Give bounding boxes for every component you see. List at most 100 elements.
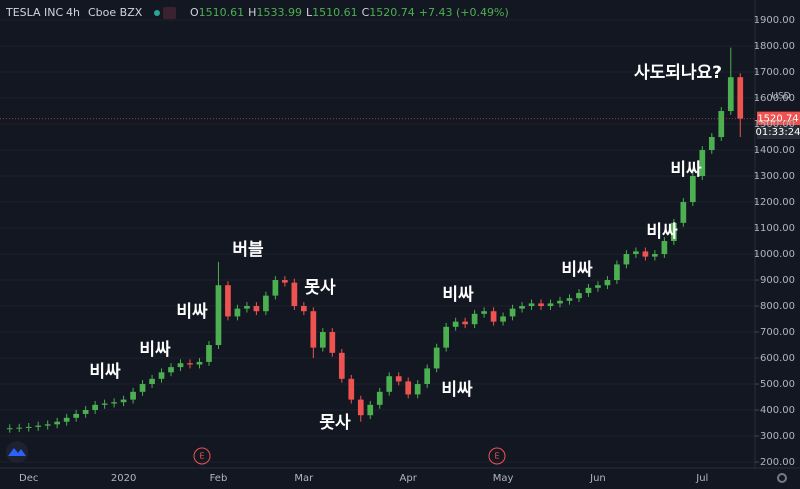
last-price-tag (757, 111, 800, 126)
candle-body (566, 298, 573, 301)
candle-body (319, 332, 326, 348)
ohlc: O1510.61 H1533.99 L1510.61 C1520.74 +7.43 (+… (190, 6, 509, 19)
candle-body (538, 303, 544, 307)
ohlc-value: 1510.61 (312, 6, 358, 19)
y-tick-label: 1900.00 (754, 15, 795, 26)
candle-body (500, 316, 506, 322)
candle-body (168, 367, 174, 373)
annotation: 비싸 (442, 285, 474, 305)
y-tick-label: 400.00 (760, 405, 795, 416)
candle-body (244, 306, 250, 309)
candle-body (196, 361, 203, 365)
symbol: TESLA INC (5, 6, 64, 19)
candle-body (329, 332, 336, 353)
logo-shape (8, 448, 26, 456)
annotation: 비싸 (670, 160, 702, 180)
candle-body (386, 376, 393, 392)
annotation: 비싸 (176, 302, 208, 322)
candle-body (414, 384, 421, 395)
y-tick-label: 300.00 (760, 431, 795, 442)
earnings-icon[interactable] (488, 447, 506, 465)
candle-body (6, 428, 13, 430)
annotation: 버블 (232, 240, 264, 260)
last-price-label: 1520.74 (757, 114, 798, 125)
y-tick-label: 1600.00 (754, 93, 795, 104)
candle-body (73, 413, 79, 418)
x-tick-label: Feb (210, 473, 228, 484)
countdown-tag (757, 125, 800, 139)
candle-body (718, 111, 725, 138)
candle-body (139, 384, 146, 392)
candle-body (338, 352, 345, 379)
candle-body (177, 363, 184, 368)
candle-body (699, 150, 706, 177)
candle-body (481, 311, 487, 314)
candle-body (225, 285, 231, 317)
y-tick-label: 800.00 (760, 301, 795, 312)
candle-body (263, 295, 269, 312)
ohlc-key: C (362, 6, 370, 19)
candle-body (680, 202, 687, 223)
candle-body (671, 222, 677, 242)
currency: USD (771, 92, 790, 102)
candle-body (187, 363, 193, 365)
earnings-icon[interactable] (193, 447, 211, 465)
candle-body (405, 381, 412, 395)
grid (0, 19, 755, 463)
x-tick-label: Apr (400, 473, 418, 484)
candle-body (357, 399, 364, 416)
candle-body (509, 308, 516, 317)
candle-body (92, 404, 98, 411)
earnings-label[interactable]: E (199, 452, 204, 461)
exchange: Cboe BZX (88, 6, 143, 19)
candle-body (301, 306, 307, 312)
candle-body (661, 241, 668, 255)
candle-body (310, 311, 317, 348)
candle-body (291, 282, 298, 307)
candle-body (708, 137, 715, 151)
candle-body (519, 306, 525, 309)
candle-body (727, 77, 734, 112)
x-tick-label: Mar (294, 473, 314, 484)
candle-body (111, 402, 117, 404)
candle-body (576, 293, 582, 299)
candle-body (737, 77, 744, 119)
y-tick-label: 1800.00 (754, 41, 795, 52)
change: +7.43 (+0.49%) (419, 6, 509, 19)
x-tick-label: Jul (695, 473, 708, 484)
candle-body (282, 280, 288, 283)
candle-body (547, 303, 554, 307)
y-tick-label: 1500.00 (754, 119, 795, 130)
ohlc-value: 1510.61 (199, 6, 245, 19)
countdown: 01:33:24 (756, 127, 800, 138)
candle-body (585, 287, 592, 294)
candle-body (424, 368, 431, 385)
candle-body (604, 280, 611, 286)
candle-body (82, 410, 89, 414)
settings-icon[interactable] (777, 473, 787, 483)
ohlc-value: 1533.99 (256, 6, 302, 19)
x-tick-label: May (493, 473, 514, 484)
candle-body (490, 311, 497, 322)
candle-body (433, 347, 440, 369)
status-dot (154, 10, 160, 16)
candle-body (652, 254, 658, 257)
x-tick-label: Jun (589, 473, 606, 484)
candle-body (16, 427, 23, 429)
y-tick-label: 600.00 (760, 353, 795, 364)
y-tick-label: 500.00 (760, 379, 795, 390)
annotation: 사도되나요? (634, 63, 722, 83)
candle-body (367, 404, 374, 416)
annotation: 못사 (319, 413, 351, 433)
candle-body (215, 285, 222, 346)
y-tick-label: 1400.00 (754, 145, 795, 156)
ohlc-key: L (306, 6, 313, 19)
candle-body (234, 308, 241, 317)
earnings-label[interactable]: E (494, 452, 499, 461)
interval: 4h (66, 6, 80, 19)
y-tick-label: 1100.00 (754, 223, 795, 234)
y-tick-label: 1300.00 (754, 171, 795, 182)
candle-body (471, 313, 478, 325)
candle-body (557, 300, 563, 304)
